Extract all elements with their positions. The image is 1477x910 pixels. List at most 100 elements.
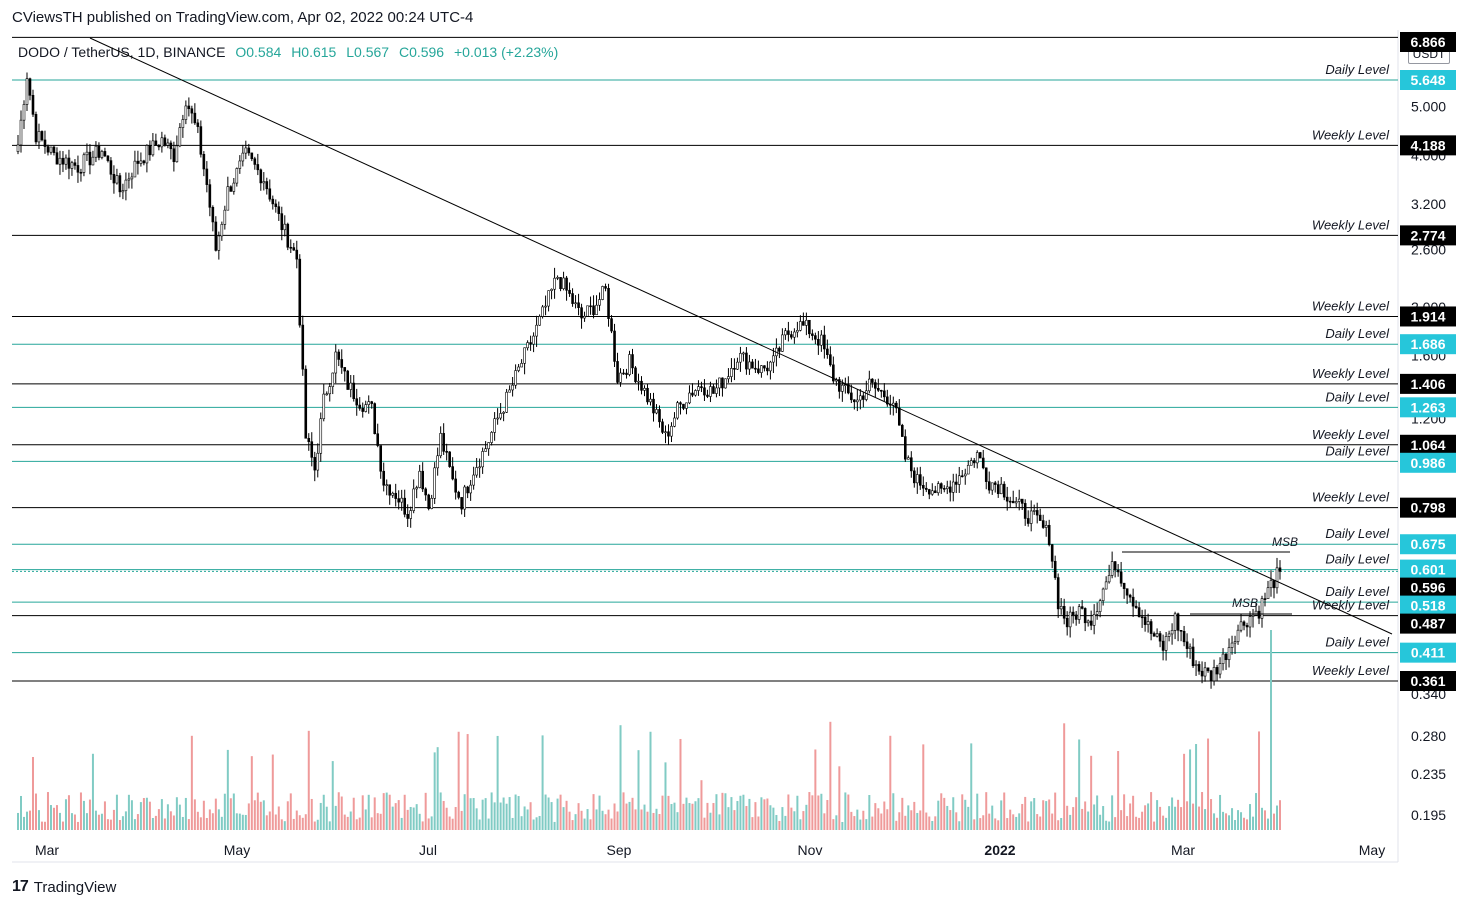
- candle-body: [951, 481, 955, 493]
- volume-bar: [568, 811, 571, 830]
- candle-body: [193, 112, 197, 124]
- price-label: 0.601: [1410, 562, 1445, 578]
- volume-bar: [196, 811, 199, 830]
- volume-bar: [448, 816, 451, 830]
- volume-bar: [238, 813, 241, 830]
- candle-body: [865, 390, 868, 400]
- candle-body: [868, 378, 871, 392]
- candle-body: [406, 513, 409, 519]
- volume-bar: [1039, 816, 1042, 830]
- candle-body: [1197, 664, 1201, 672]
- candle-body: [37, 131, 41, 143]
- volume-bar: [916, 812, 919, 830]
- volume-bar: [253, 800, 256, 830]
- volume-bar: [1168, 806, 1171, 830]
- candle-body: [55, 152, 59, 165]
- candle-body: [1203, 667, 1207, 677]
- candle-body: [778, 347, 781, 352]
- volume-bar: [721, 792, 724, 830]
- price-label-box: [1400, 225, 1456, 246]
- volume-bar: [1129, 803, 1132, 830]
- price-label-box: [1400, 434, 1456, 455]
- volume-bar: [592, 794, 595, 830]
- candle-body: [853, 399, 856, 403]
- candle-body: [1041, 520, 1045, 528]
- candle-body: [811, 333, 814, 336]
- volume-bar: [799, 819, 802, 830]
- volume-bar: [1153, 821, 1156, 830]
- volume-bar: [205, 817, 208, 830]
- volume-bar: [94, 810, 97, 830]
- candle-body: [921, 485, 925, 489]
- volume-bar: [835, 815, 838, 830]
- volume-bar: [925, 812, 928, 830]
- candle-body: [58, 157, 62, 165]
- volume-bar: [760, 797, 763, 830]
- candle-body: [733, 368, 736, 370]
- candle-body: [1185, 641, 1189, 649]
- volume-bar: [703, 817, 706, 830]
- volume-bar: [1180, 807, 1183, 830]
- candle-body: [277, 206, 281, 214]
- level-label: Weekly Level: [1312, 490, 1390, 505]
- candle-body: [1173, 613, 1177, 631]
- volume-bar: [259, 801, 262, 830]
- level-label: Daily Level: [1325, 326, 1390, 341]
- price-label: 0.596: [1410, 580, 1445, 596]
- volume-bar: [1177, 799, 1180, 830]
- volume-bar: [763, 799, 766, 830]
- volume-bar: [784, 815, 787, 830]
- candle-body: [1170, 630, 1174, 635]
- level-label: Weekly Level: [1312, 598, 1390, 613]
- volume-bar: [151, 817, 154, 830]
- volume-bar: [697, 798, 700, 830]
- candle-body: [493, 418, 496, 433]
- volume-bar: [1228, 815, 1231, 830]
- volume-bar: [388, 794, 391, 830]
- volume-bar: [19, 795, 22, 830]
- candle-body: [1011, 500, 1015, 504]
- candle-body: [754, 367, 757, 370]
- candle-body: [139, 160, 143, 164]
- price-label-box: [1400, 559, 1456, 580]
- candle-body: [88, 151, 92, 166]
- volume-bar: [217, 809, 220, 830]
- volume-bar: [22, 816, 25, 830]
- volume-bar: [826, 800, 829, 830]
- volume-bar: [325, 806, 328, 830]
- candle-body: [40, 131, 44, 141]
- candle-body: [1146, 621, 1150, 625]
- candle-body: [610, 318, 613, 332]
- volume-bar: [955, 812, 958, 830]
- volume-bar: [535, 817, 538, 830]
- msb-annotation: MSB: [1272, 535, 1298, 549]
- candle-body: [319, 418, 323, 454]
- volume-bar: [793, 811, 796, 830]
- candle-body: [990, 482, 994, 491]
- volume-bar: [718, 814, 721, 830]
- candle-body: [361, 408, 365, 412]
- candle-body: [796, 330, 799, 333]
- tradingview-logo[interactable]: 17 TradingView: [12, 878, 116, 896]
- volume-bar: [802, 811, 805, 830]
- candle-body: [658, 409, 661, 423]
- level-label: Daily Level: [1325, 62, 1390, 77]
- x-tick-label: Sep: [607, 842, 632, 858]
- volume-bar: [127, 794, 130, 830]
- price-label-box: [1400, 135, 1456, 156]
- candle-body: [906, 457, 910, 460]
- candle-body: [820, 334, 823, 346]
- candle-body: [133, 160, 137, 178]
- candle-body: [1128, 594, 1132, 598]
- volume-bar: [286, 801, 289, 830]
- volume-bar: [1213, 813, 1216, 830]
- candle-body: [1245, 625, 1249, 628]
- candle-body: [454, 478, 457, 493]
- candle-body: [1107, 575, 1111, 583]
- volume-bar: [1141, 811, 1144, 830]
- price-label: 2.774: [1410, 227, 1445, 243]
- candle-body: [1188, 646, 1192, 649]
- candle-body: [1098, 600, 1102, 612]
- candle-body: [1038, 514, 1042, 521]
